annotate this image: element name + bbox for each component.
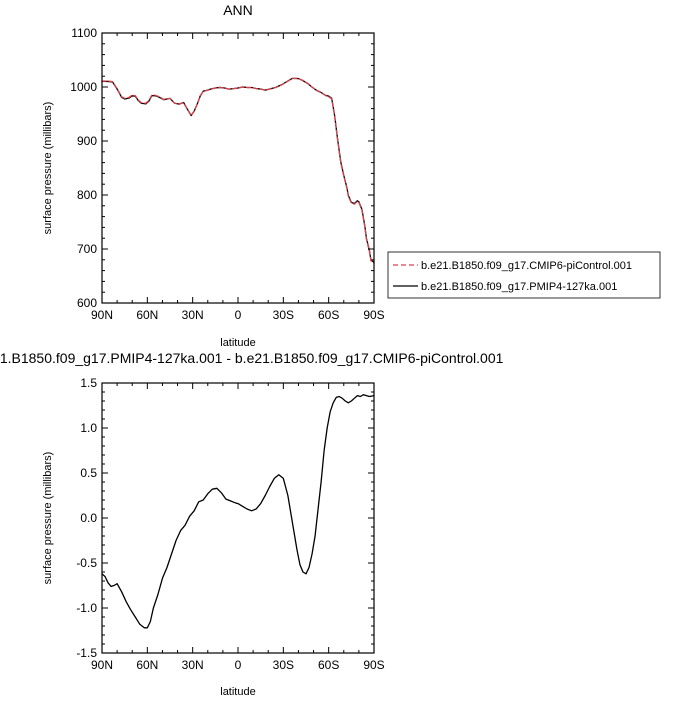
bottom-xtick-label: 60N <box>136 658 158 672</box>
top-chart-xlabel: latitude <box>220 337 255 349</box>
bottom-chart-frame <box>101 382 375 654</box>
bottom-chart-xlabel: latitude <box>220 686 255 698</box>
bottom-series-line-0 <box>101 394 375 629</box>
top-ytick-label: 1000 <box>70 80 97 94</box>
top-series-line-0 <box>101 77 375 264</box>
top-xtick-label: 90N <box>91 308 113 322</box>
top-chart-title: ANN <box>223 2 253 18</box>
bottom-xtick-label: 0 <box>235 658 242 672</box>
bottom-xtick-label: 90S <box>363 658 384 672</box>
bottom-ytick-label: -1.0 <box>76 601 97 615</box>
top-ytick-label: 800 <box>77 188 97 202</box>
top-ytick-label: 700 <box>77 242 97 256</box>
top-xtick-label: 0 <box>235 308 242 322</box>
bottom-xtick-label: 60S <box>318 658 339 672</box>
top-chart-ylabel: surface pressure (millibars) <box>42 102 54 235</box>
top-chart-ticks: 90N 60N 30N 0 30S 60S 90S 600 700 800 900 1000 1100 <box>70 26 384 322</box>
top-ytick-label: 600 <box>77 296 97 310</box>
top-chart-frame <box>101 32 375 304</box>
bottom-chart-series-lines <box>101 394 375 629</box>
bottom-chart-title: b.e21.B1850.f09_g17.PMIP4-127ka.001 - b.… <box>0 350 504 366</box>
top-ytick-label: 1100 <box>71 26 97 40</box>
bottom-ytick-label: 1.0 <box>80 421 97 435</box>
top-xtick-label: 30N <box>182 308 204 322</box>
bottom-ytick-label: -1.5 <box>76 646 97 660</box>
bottom-xtick-label: 90N <box>91 658 113 672</box>
top-xtick-label: 60N <box>136 308 158 322</box>
top-xtick-label: 90S <box>363 308 384 322</box>
bottom-ytick-label: 1.5 <box>80 376 97 390</box>
bottom-ytick-label: 0.5 <box>80 466 97 480</box>
top-xtick-label: 60S <box>318 308 339 322</box>
bottom-xtick-label: 30S <box>273 658 294 672</box>
bottom-chart-ticks: 90N 60N 30N 0 30S 60S 90S -1.5 -1.0 -0.5 0.0 0.5 1.0… <box>76 376 384 672</box>
legend-box <box>387 251 661 299</box>
bottom-ytick-label: 0.0 <box>80 511 97 525</box>
top-xtick-label: 30S <box>273 308 294 322</box>
legend-label-127ka: b.e21.B1850.f09_g17.PMIP4-127ka.001 <box>421 281 617 293</box>
top-chart-panel: ANN 90N 60N 30N 0 30S 60S 90S 600 700 800 900 1000 1… <box>42 2 385 349</box>
bottom-chart-ylabel: surface pressure (millibars) <box>42 452 54 585</box>
bottom-chart-panel: b.e21.B1850.f09_g17.PMIP4-127ka.001 - b.… <box>0 350 504 698</box>
legend: b.e21.B1850.f09_g17.CMIP6-piControl.001 … <box>387 251 661 299</box>
top-ytick-label: 900 <box>77 134 97 148</box>
bottom-xtick-label: 30N <box>182 658 204 672</box>
legend-label-control: b.e21.B1850.f09_g17.CMIP6-piControl.001 <box>421 260 632 272</box>
bottom-ytick-label: -0.5 <box>76 556 97 570</box>
top-chart-series-lines <box>101 77 375 264</box>
